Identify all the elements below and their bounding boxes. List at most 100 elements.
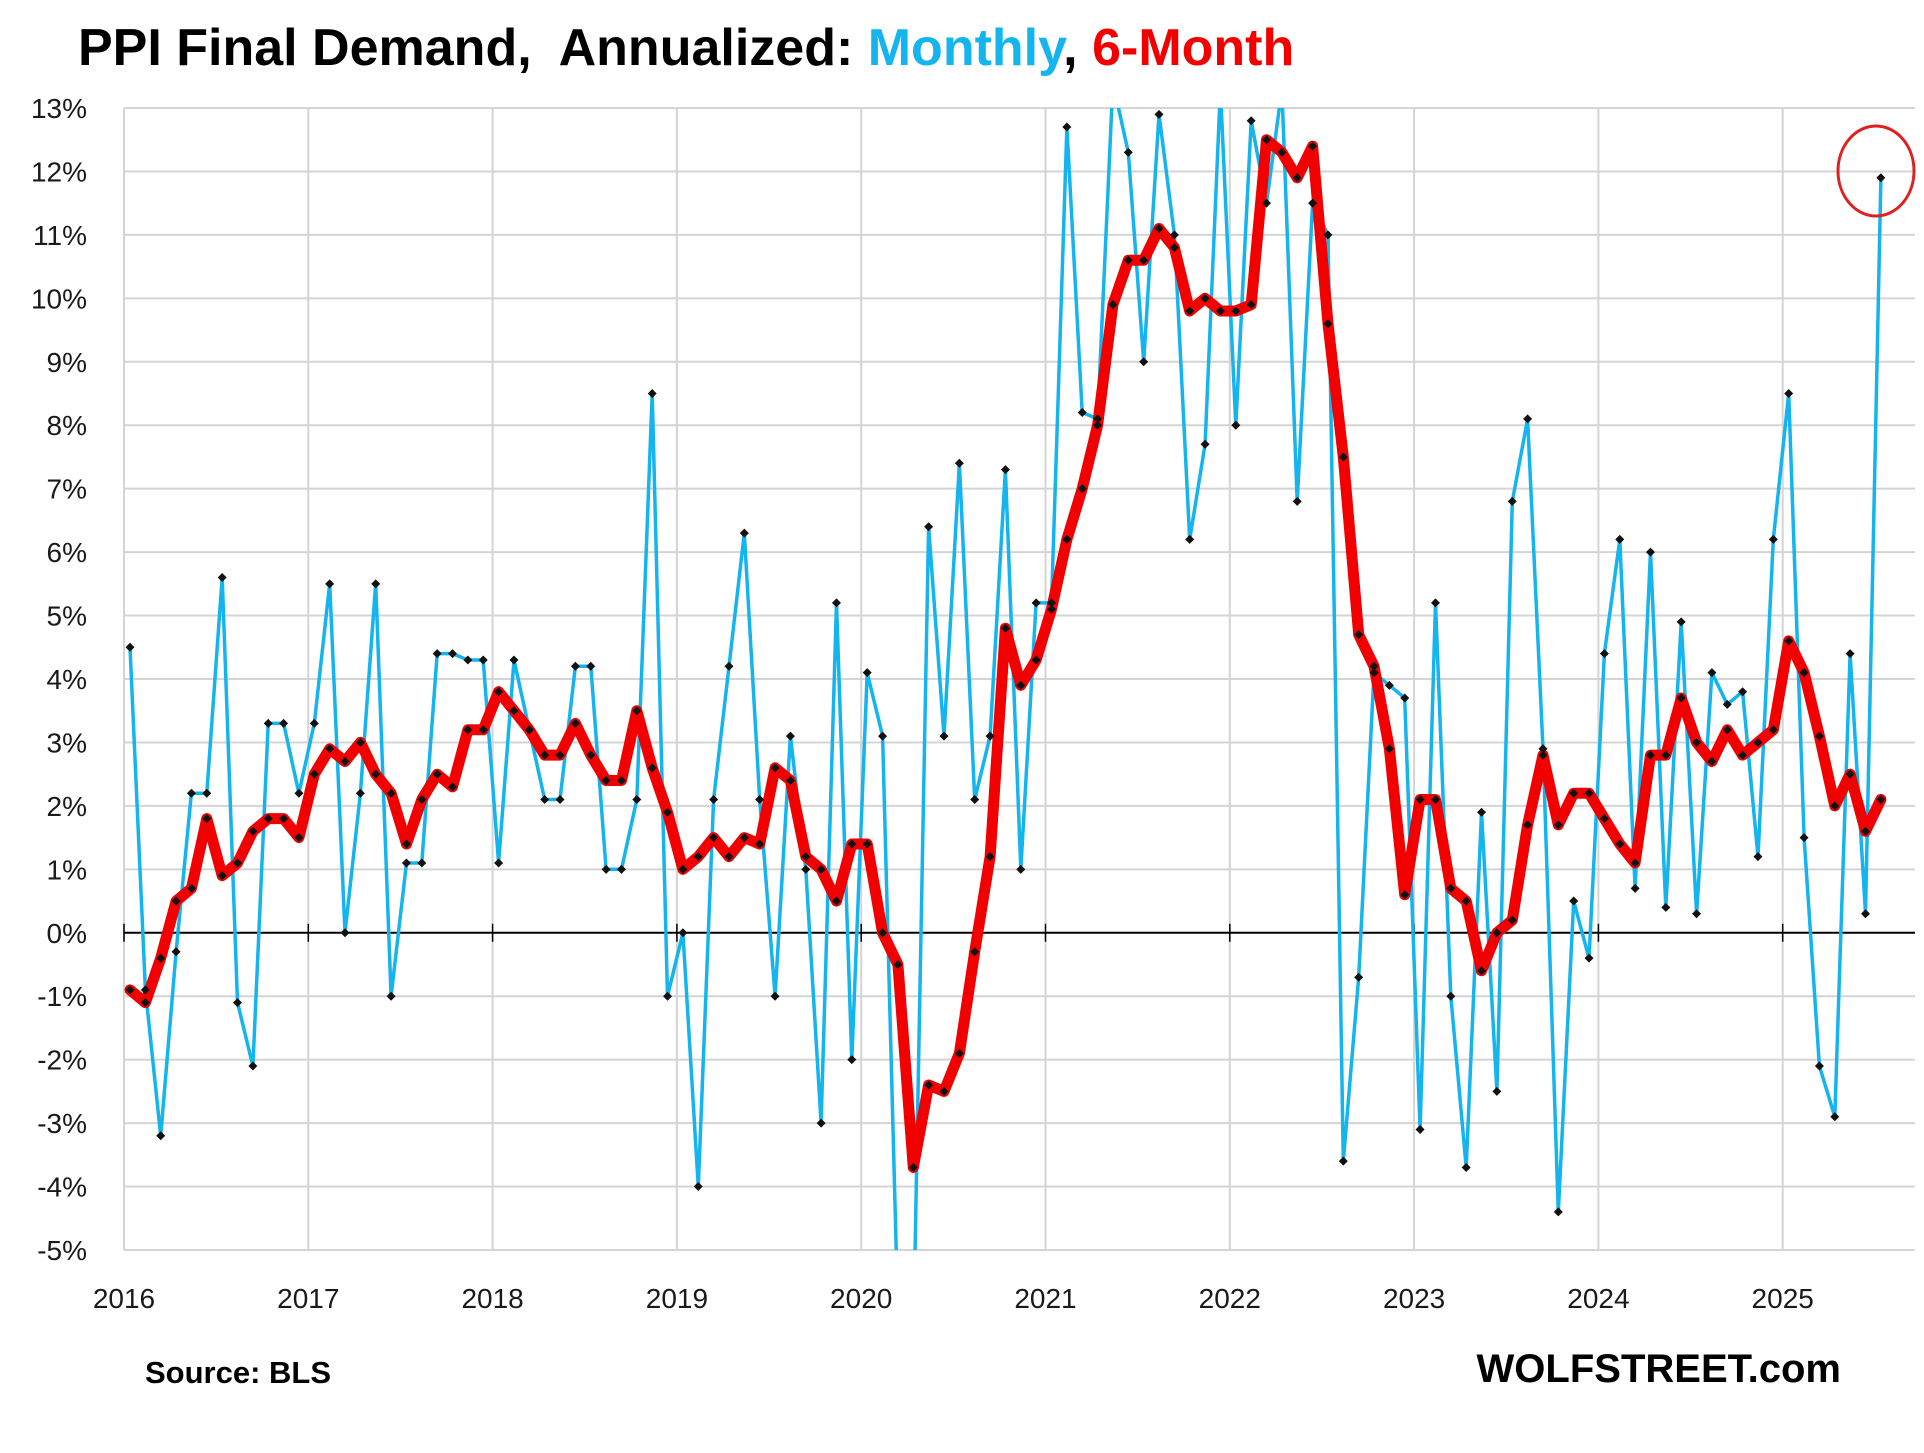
tick-labels: 13% 12% 11% 10% 9% 8% 7% 6% 5% 4% 3% 2% 1% 0% -1% -2% -3… <box>31 93 1814 1314</box>
grid <box>123 107 1915 1251</box>
six-month-point <box>663 807 673 817</box>
monthly-point <box>1661 902 1671 912</box>
six-month-point <box>1338 452 1348 462</box>
x-tick-label: 2024 <box>1567 1283 1629 1314</box>
monthly-point <box>1845 649 1855 659</box>
markers <box>125 84 1886 1318</box>
six-month-point <box>924 1080 934 1090</box>
y-tick-label: 5% <box>47 601 87 632</box>
six-month-point <box>1615 839 1625 849</box>
six-month-point <box>448 782 458 792</box>
monthly-point <box>1507 496 1517 506</box>
monthly-point <box>954 458 964 468</box>
monthly-point <box>1784 389 1794 398</box>
six-month-point <box>1077 484 1087 494</box>
six-month-point <box>1292 173 1302 183</box>
six-month-point <box>386 788 396 798</box>
y-tick-label: 3% <box>47 727 87 758</box>
monthly-point <box>509 655 519 665</box>
six-month-point <box>893 960 903 969</box>
monthly-point <box>540 795 550 805</box>
monthly-point <box>325 579 335 589</box>
six-month-point <box>1384 744 1394 754</box>
y-tick-label: 6% <box>47 537 87 568</box>
monthly-point <box>1814 1061 1824 1071</box>
six-month-point <box>1814 731 1824 741</box>
six-month-point <box>1492 928 1502 938</box>
monthly-point <box>1553 1207 1563 1217</box>
monthly-point <box>248 1061 258 1071</box>
monthly-line <box>128 108 1883 1250</box>
six-month-point <box>709 833 719 843</box>
six-month-point <box>1860 826 1870 836</box>
six-month-point <box>1645 750 1655 760</box>
six-month-point <box>1215 306 1225 316</box>
chart-title: PPI Final Demand, Annualized: Monthly, 6… <box>78 18 1294 78</box>
six-month-point <box>1200 293 1210 303</box>
six-month-point <box>954 1048 964 1058</box>
monthly-point <box>294 788 304 798</box>
six-month-point <box>524 725 534 735</box>
six-month-point <box>417 795 427 805</box>
monthly-point <box>1308 198 1318 208</box>
six-month-point <box>1507 915 1517 925</box>
monthly-point <box>1461 1163 1471 1173</box>
monthly-point <box>386 991 396 1001</box>
monthly-point <box>432 649 442 659</box>
monthly-point <box>1799 833 1809 843</box>
monthly-point <box>494 858 504 868</box>
x-tick-label: 2020 <box>830 1283 892 1314</box>
monthly-point <box>1246 116 1256 126</box>
monthly-point <box>1400 693 1410 703</box>
six-month-point <box>432 769 442 779</box>
monthly-point <box>1077 408 1087 418</box>
six-month-point <box>985 852 995 862</box>
monthly-point <box>1185 534 1195 544</box>
six-month-point <box>309 769 319 779</box>
monthly-point <box>1538 744 1548 754</box>
six-month-point <box>908 1163 918 1173</box>
monthly-point <box>555 795 565 805</box>
six-month-point <box>1753 737 1763 747</box>
six-month-point <box>494 687 504 697</box>
monthly-point <box>263 718 273 728</box>
six-month-point <box>1707 756 1717 766</box>
monthly-point <box>755 795 765 805</box>
six-month-point <box>509 706 519 716</box>
monthly-point <box>1216 84 1225 93</box>
monthly-point <box>632 795 642 805</box>
y-tick-label: -4% <box>37 1172 87 1203</box>
monthly-point <box>186 788 196 798</box>
six-month-point <box>1123 255 1133 265</box>
six-month-point <box>816 864 826 874</box>
monthly-point <box>1231 420 1241 430</box>
monthly-point <box>1569 896 1579 906</box>
monthly-point <box>1047 598 1056 608</box>
six-month-point <box>1477 966 1487 976</box>
six-month-point <box>1830 801 1840 811</box>
monthly-point <box>985 731 995 741</box>
monthly-point <box>1277 84 1286 93</box>
six-month-point <box>939 1086 949 1096</box>
highlight-circle <box>1836 124 1916 218</box>
six-month-point <box>1415 795 1425 805</box>
brand-watermark: WOLFSTREET.com <box>1476 1347 1841 1391</box>
monthly-point <box>340 928 350 938</box>
six-month-point <box>1062 534 1072 544</box>
monthly-point <box>893 1309 902 1318</box>
six-month-point <box>371 769 381 779</box>
monthly-point <box>171 947 181 957</box>
six-month-point <box>1093 420 1103 430</box>
monthly-point <box>417 858 427 868</box>
y-tick-label: -2% <box>37 1045 87 1076</box>
six-month-point <box>770 763 780 773</box>
monthly-point <box>939 731 949 741</box>
monthly-point <box>1415 1124 1425 1134</box>
monthly-point <box>401 858 411 868</box>
monthly-point <box>1200 439 1210 449</box>
monthly-point <box>678 928 688 938</box>
six-month-point <box>156 953 166 963</box>
six-month-point <box>233 858 243 868</box>
six-month-point <box>1277 147 1287 157</box>
monthly-point <box>724 661 734 671</box>
